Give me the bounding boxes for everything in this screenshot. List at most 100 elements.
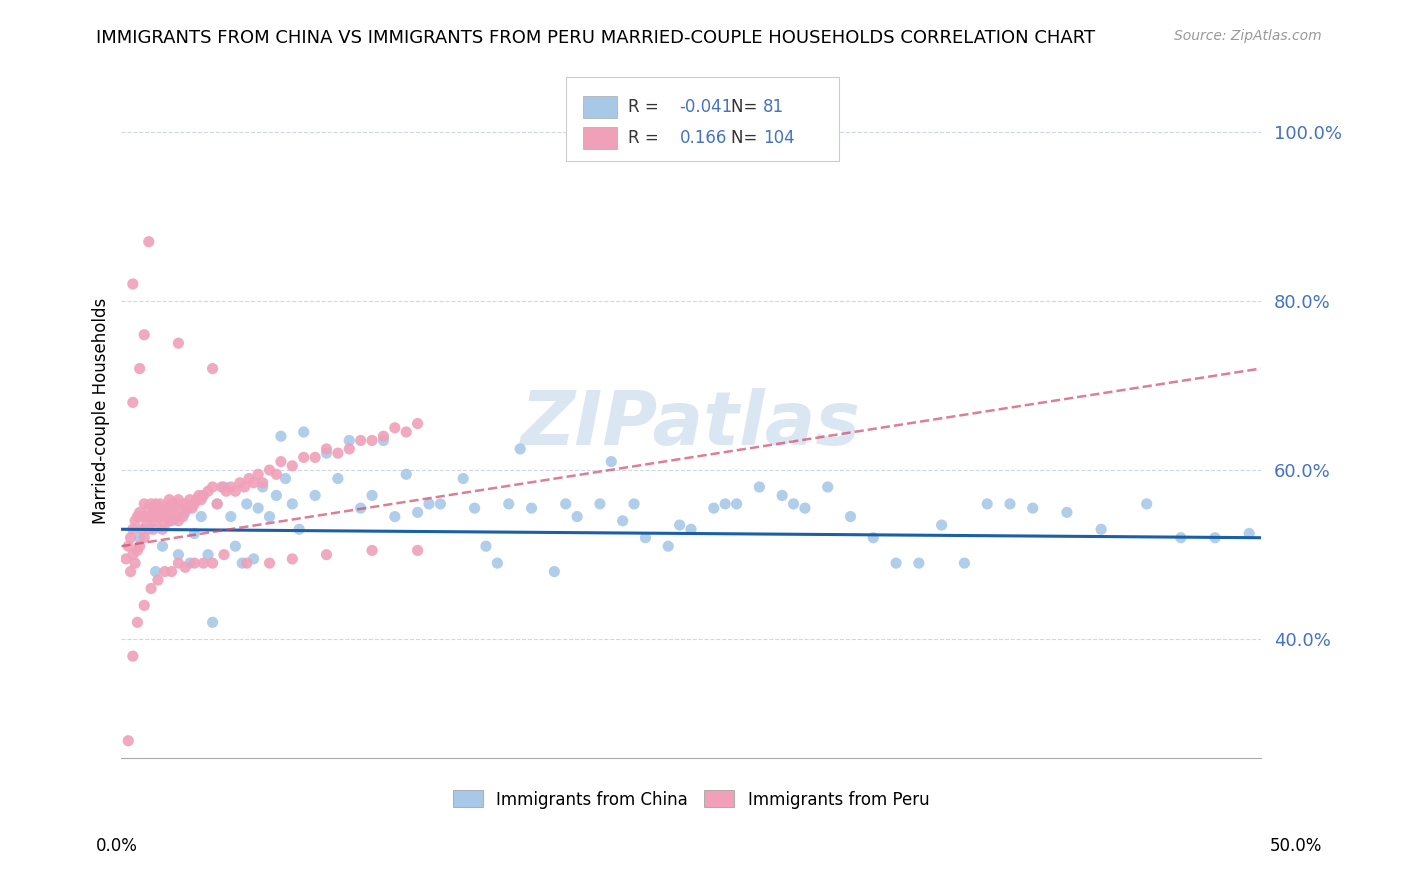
Point: [145, 565, 167, 579]
Point: [520, 501, 543, 516]
Point: [304, 488, 326, 502]
Point: [782, 497, 804, 511]
Point: [361, 488, 384, 502]
Point: [146, 509, 169, 524]
Point: [205, 497, 228, 511]
Point: [770, 488, 793, 502]
Point: [219, 480, 242, 494]
Point: [205, 497, 228, 511]
Point: [229, 475, 252, 490]
Point: [157, 492, 180, 507]
Point: [160, 505, 183, 519]
Point: [128, 539, 150, 553]
Point: [115, 552, 138, 566]
FancyBboxPatch shape: [565, 77, 839, 161]
Point: [281, 552, 304, 566]
Point: [233, 480, 256, 494]
Point: [211, 480, 233, 494]
Point: [174, 497, 197, 511]
Point: [156, 509, 179, 524]
Point: [128, 531, 150, 545]
Point: [231, 556, 253, 570]
Point: [395, 467, 418, 482]
Text: 104: 104: [763, 129, 794, 147]
Point: [600, 454, 623, 468]
Point: [1022, 501, 1045, 516]
Point: [406, 543, 429, 558]
Point: [238, 471, 260, 485]
Point: [128, 361, 150, 376]
Point: [134, 327, 156, 342]
Point: [152, 501, 174, 516]
Text: R =: R =: [628, 98, 665, 116]
Point: [131, 509, 153, 524]
Point: [149, 509, 172, 524]
Point: [134, 497, 156, 511]
Point: [274, 471, 297, 485]
Point: [839, 509, 862, 524]
Point: [174, 560, 197, 574]
Point: [270, 429, 292, 443]
Point: [315, 446, 337, 460]
Text: R =: R =: [628, 129, 665, 147]
Point: [152, 522, 174, 536]
Point: [266, 467, 288, 482]
Point: [187, 488, 209, 502]
Text: IMMIGRANTS FROM CHINA VS IMMIGRANTS FROM PERU MARRIED-COUPLE HOUSEHOLDS CORRELAT: IMMIGRANTS FROM CHINA VS IMMIGRANTS FROM…: [96, 29, 1095, 46]
Legend: Immigrants from China, Immigrants from Peru: Immigrants from China, Immigrants from P…: [446, 784, 936, 815]
Point: [509, 442, 531, 456]
Point: [179, 556, 201, 570]
Point: [139, 582, 162, 596]
Point: [170, 501, 193, 516]
Point: [634, 531, 657, 545]
Point: [242, 552, 264, 566]
Point: [160, 514, 183, 528]
Point: [361, 543, 384, 558]
Point: [193, 488, 215, 502]
Point: [160, 497, 183, 511]
Point: [145, 497, 167, 511]
Point: [121, 548, 143, 562]
Text: 0.166: 0.166: [679, 129, 727, 147]
Point: [183, 497, 205, 511]
Point: [908, 556, 931, 570]
Point: [197, 484, 219, 499]
Point: [315, 548, 337, 562]
Point: [1204, 531, 1226, 545]
Point: [235, 556, 257, 570]
Text: Source: ZipAtlas.com: Source: ZipAtlas.com: [1174, 29, 1322, 43]
Text: 81: 81: [763, 98, 785, 116]
Point: [127, 615, 149, 630]
Point: [884, 556, 907, 570]
Point: [703, 501, 725, 516]
Point: [153, 509, 176, 524]
Text: -0.041: -0.041: [679, 98, 733, 116]
Point: [326, 446, 349, 460]
Point: [486, 556, 509, 570]
Point: [172, 509, 194, 524]
Point: [235, 497, 257, 511]
Point: [179, 492, 201, 507]
Point: [326, 471, 349, 485]
Point: [183, 526, 205, 541]
Point: [193, 556, 215, 570]
Point: [475, 539, 498, 553]
Point: [862, 531, 884, 545]
Point: [793, 501, 815, 516]
Point: [259, 556, 281, 570]
Point: [252, 475, 274, 490]
Point: [451, 471, 474, 485]
Point: [186, 492, 208, 507]
Text: N=: N=: [731, 98, 762, 116]
Point: [201, 361, 224, 376]
Point: [121, 277, 143, 291]
Point: [120, 565, 142, 579]
Point: [121, 522, 143, 536]
Point: [135, 509, 157, 524]
Point: [163, 509, 186, 524]
Point: [138, 522, 160, 536]
Text: 0.0%: 0.0%: [96, 837, 138, 855]
Point: [292, 425, 315, 439]
Point: [953, 556, 976, 570]
Point: [998, 497, 1021, 511]
